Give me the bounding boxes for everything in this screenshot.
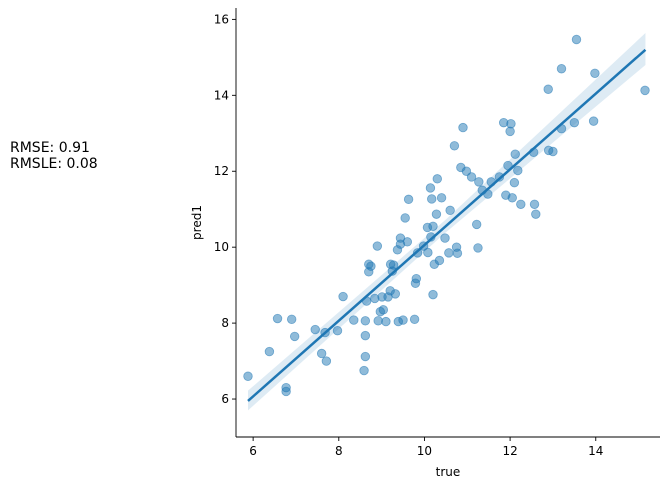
data-point (452, 248, 463, 258)
metrics-annotation: RMSE: 0.91 RMSLE: 0.08 (10, 140, 98, 172)
data-point (428, 289, 438, 300)
data-point (360, 316, 371, 326)
data-point (373, 316, 383, 326)
data-point (360, 330, 371, 341)
data-point (513, 165, 523, 176)
data-point (425, 183, 436, 193)
data-point (390, 289, 401, 299)
confidence-band (247, 33, 646, 411)
y-tick-label: 6 (221, 392, 229, 406)
data-point (359, 365, 369, 376)
data-point (571, 34, 582, 45)
data-point (474, 177, 484, 187)
data-point (366, 261, 376, 271)
data-point (402, 237, 413, 247)
data-point (381, 316, 391, 327)
data-point (507, 193, 517, 203)
data-point (289, 331, 300, 342)
x-tick-label: 10 (417, 444, 432, 458)
data-point (434, 255, 445, 266)
data-point (529, 199, 540, 209)
x-tick-label: 8 (335, 444, 343, 458)
data-point (516, 199, 526, 209)
data-point (431, 209, 442, 219)
data-point (640, 85, 650, 96)
data-point (411, 273, 422, 284)
data-point (440, 233, 450, 243)
data-point (449, 141, 460, 151)
y-tick-label: 14 (214, 88, 229, 102)
data-point (427, 194, 437, 204)
data-point (264, 346, 275, 357)
data-point (471, 219, 482, 230)
data-point (548, 146, 558, 157)
data-point (543, 84, 553, 94)
data-point (316, 348, 327, 359)
x-tick-label: 12 (502, 444, 517, 458)
data-point (531, 209, 541, 219)
regression-line (247, 48, 647, 402)
data-point (506, 119, 516, 129)
data-point (286, 314, 297, 325)
data-point (321, 356, 332, 366)
data-point (403, 194, 414, 205)
y-tick-label: 10 (214, 240, 229, 254)
data-point (444, 248, 454, 258)
data-point (378, 305, 389, 315)
y-tick-label: 8 (221, 316, 229, 330)
data-point (428, 221, 438, 231)
data-point (590, 68, 600, 78)
data-point (338, 291, 348, 302)
rmsle-text: RMSLE: 0.08 (10, 156, 98, 172)
y-axis-label: pred1 (190, 205, 204, 240)
data-point (349, 315, 359, 325)
data-point (436, 193, 447, 203)
data-point (458, 122, 468, 133)
data-point (588, 116, 599, 126)
data-point (372, 241, 383, 251)
data-point (445, 205, 455, 216)
y-tick-label: 12 (214, 164, 229, 178)
data-point (423, 247, 433, 258)
data-point (400, 213, 410, 223)
x-tick-label: 14 (588, 444, 603, 458)
y-tick-label: 16 (214, 12, 229, 26)
rmse-text: RMSE: 0.91 (10, 140, 90, 156)
data-point (409, 314, 420, 325)
data-point (569, 117, 580, 128)
data-point (398, 315, 408, 325)
data-point (510, 149, 520, 159)
data-point (432, 174, 442, 184)
data-point (281, 382, 291, 393)
data-point (243, 371, 253, 381)
data-point (388, 260, 399, 270)
data-point (310, 324, 320, 335)
data-point (360, 351, 371, 362)
data-point (473, 243, 483, 253)
data-point (556, 64, 567, 74)
data-point (509, 177, 520, 188)
x-axis-label: true (436, 465, 461, 479)
x-tick-label: 6 (249, 444, 257, 458)
data-point (332, 325, 343, 336)
data-point (466, 172, 477, 182)
data-point (272, 313, 283, 324)
